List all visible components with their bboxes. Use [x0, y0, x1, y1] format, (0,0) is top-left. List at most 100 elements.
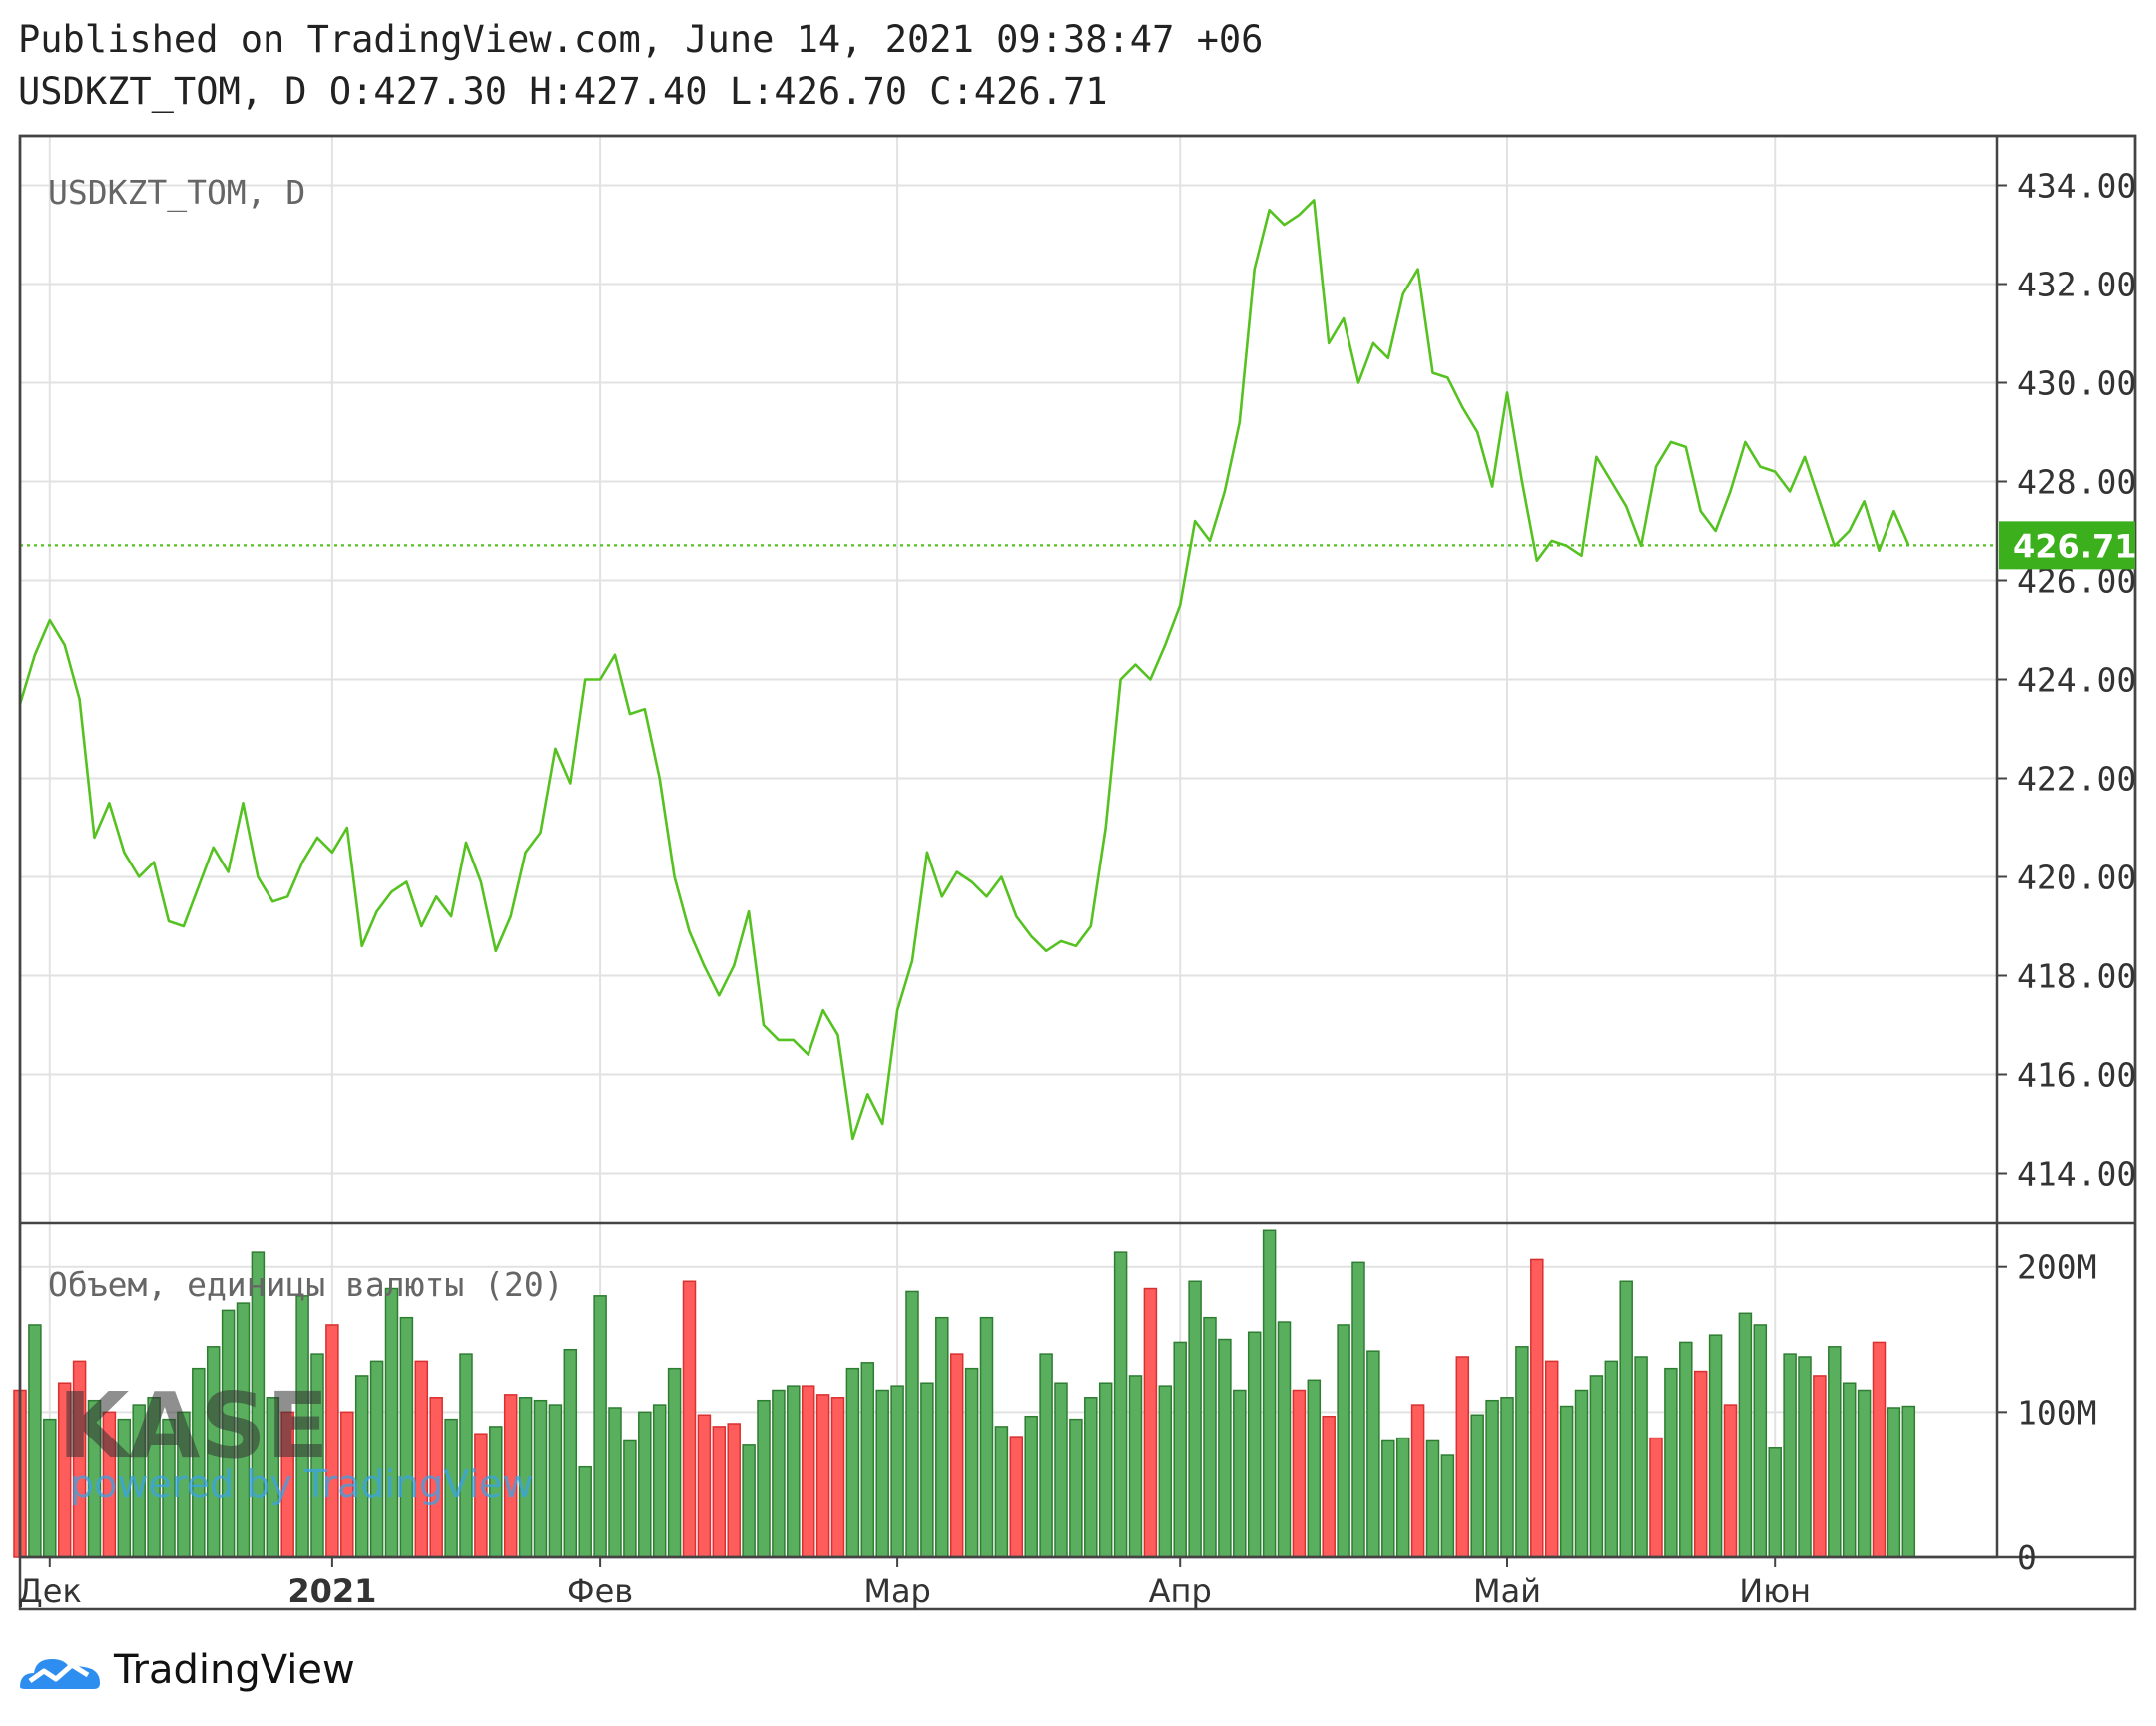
volume-bar — [1470, 1414, 1484, 1558]
volume-bar — [1322, 1415, 1336, 1558]
volume-bar — [1619, 1280, 1633, 1558]
volume-tick-label: 200M — [2017, 1248, 2096, 1287]
volume-bar — [845, 1367, 860, 1558]
price-tick-label: 428.00 — [2017, 463, 2136, 502]
volume-bar — [1425, 1439, 1440, 1558]
price-tick-label: 422.00 — [2017, 760, 2136, 799]
volume-bar — [608, 1407, 622, 1558]
tradingview-cloud-icon — [20, 1659, 100, 1689]
volume-bar — [593, 1295, 607, 1558]
volume-bar — [1292, 1389, 1307, 1558]
volume-bar — [1828, 1346, 1842, 1558]
volume-bar — [1515, 1346, 1529, 1558]
volume-bar — [1381, 1439, 1395, 1558]
volume-bar — [935, 1316, 949, 1558]
volume-bar — [1872, 1341, 1886, 1558]
volume-bar — [1009, 1436, 1024, 1558]
volume-bar — [1024, 1415, 1038, 1558]
last-price-label: 426.71 — [2013, 527, 2136, 565]
price-pane-title: USDKZT_TOM, D — [48, 173, 305, 213]
price-tick-label: 416.00 — [2017, 1056, 2136, 1095]
volume-bar — [1783, 1353, 1797, 1558]
volume-bar — [1798, 1356, 1812, 1558]
volume-bar — [563, 1348, 578, 1558]
volume-bar — [414, 1360, 429, 1558]
time-tick-label: Фев — [567, 1572, 633, 1610]
kase-logo: KASE — [58, 1373, 329, 1479]
volume-bar — [757, 1399, 771, 1558]
time-tick-label: Июн — [1739, 1572, 1811, 1610]
volume-bar — [623, 1439, 637, 1558]
volume-bar — [459, 1353, 473, 1558]
volume-bar — [1723, 1404, 1738, 1558]
volume-bar — [994, 1426, 1009, 1558]
volume-bar — [28, 1324, 42, 1558]
volume-bar — [1589, 1375, 1604, 1558]
volume-bar — [1098, 1382, 1113, 1558]
price-series-line — [18, 199, 1910, 1141]
powered-by-text: powered by TradingView — [70, 1462, 533, 1506]
volume-bar — [1604, 1360, 1619, 1558]
volume-bar — [1337, 1324, 1350, 1558]
chart-header: Published on TradingView.com, June 14, 2… — [18, 14, 1263, 118]
kase-watermark: KASE powered by TradingView — [58, 1373, 533, 1506]
volume-bar — [1768, 1447, 1782, 1558]
time-tick-label: Дек — [18, 1572, 82, 1610]
volume-bar — [1857, 1389, 1872, 1558]
price-tick-label: 432.00 — [2017, 266, 2136, 304]
volume-bar — [905, 1290, 919, 1558]
volume-bar — [1351, 1261, 1365, 1558]
volume-bar — [548, 1404, 563, 1558]
volume-bar — [1574, 1389, 1589, 1558]
price-tick-label: 434.00 — [2017, 167, 2136, 206]
volume-bar — [1128, 1375, 1143, 1558]
time-tick-label: Мар — [863, 1572, 931, 1610]
volume-bar — [1485, 1399, 1499, 1558]
volume-bar — [1901, 1405, 1916, 1558]
volume-bar — [1143, 1287, 1158, 1558]
time-tick-label: Май — [1473, 1572, 1541, 1610]
published-line: Published on TradingView.com, June 14, 2… — [18, 18, 1264, 61]
volume-bar — [1693, 1370, 1708, 1558]
ohlc-line: USDKZT_TOM, D O:427.30 H:427.40 L:426.70… — [18, 70, 1108, 113]
volume-bar — [1262, 1229, 1277, 1558]
volume-bar — [43, 1418, 57, 1558]
volume-bar — [384, 1287, 399, 1558]
volume-bar — [667, 1367, 682, 1558]
volume-bar — [1410, 1404, 1425, 1558]
volume-bar — [949, 1353, 964, 1558]
volume-bar — [1113, 1251, 1128, 1558]
volume-bar — [369, 1360, 384, 1558]
volume-bar — [787, 1385, 801, 1558]
volume-bar — [638, 1411, 652, 1558]
volume-bar — [1277, 1321, 1292, 1558]
volume-bar — [1395, 1437, 1410, 1558]
volume-bar — [742, 1444, 756, 1558]
volume-tick-label: 100M — [2017, 1393, 2096, 1432]
volume-bar — [1500, 1397, 1514, 1558]
grid — [20, 136, 1997, 1557]
price-tick-label: 414.00 — [2017, 1155, 2136, 1194]
volume-bar — [1218, 1338, 1232, 1558]
volume-bar — [920, 1382, 934, 1558]
time-tick-label: Апр — [1149, 1572, 1212, 1610]
volume-bar — [727, 1423, 741, 1558]
volume-bar — [1233, 1389, 1247, 1558]
volume-bar — [1649, 1437, 1663, 1558]
frames — [18, 134, 2137, 1611]
axes: 434.00432.00430.00428.00426.00424.00422.… — [18, 167, 2137, 1611]
volume-bar — [772, 1389, 786, 1558]
volume-bar — [815, 1394, 830, 1558]
price-tick-label: 424.00 — [2017, 661, 2136, 700]
last-price-badge — [1999, 521, 2135, 570]
volume-bar — [1084, 1397, 1098, 1558]
volume-bar — [1039, 1353, 1053, 1558]
volume-bar — [1842, 1382, 1857, 1558]
volume-bar — [964, 1367, 979, 1558]
volume-bar — [890, 1385, 904, 1558]
price-tick-label: 418.00 — [2017, 957, 2136, 996]
volume-bar — [712, 1426, 727, 1558]
tradingview-brand: TradingView — [114, 1647, 355, 1693]
volume-pane-title: Объем, единицы валюты (20) — [48, 1265, 564, 1304]
